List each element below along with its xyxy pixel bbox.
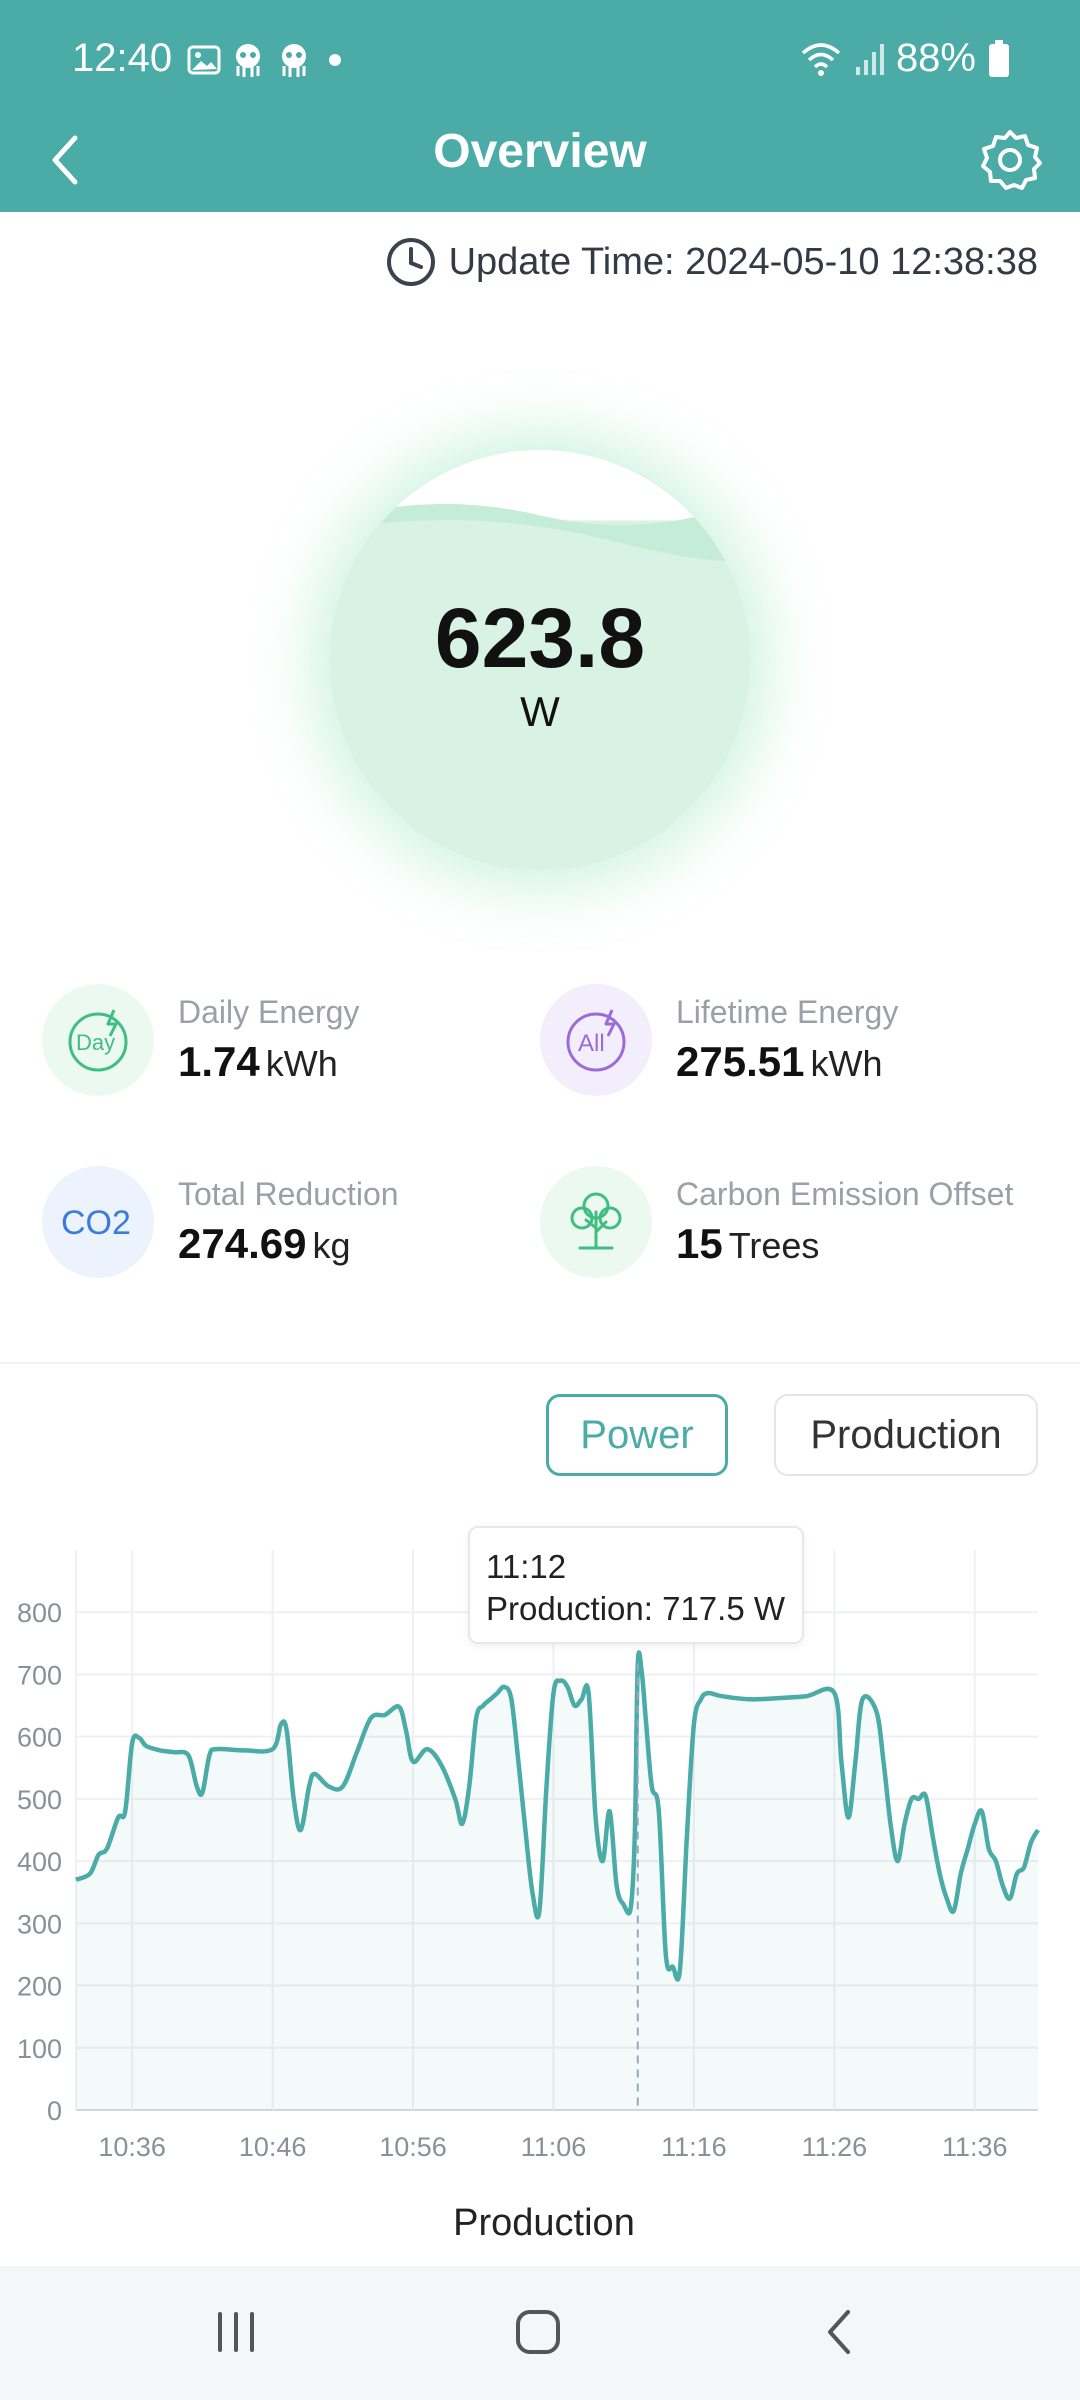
chevron-left-icon xyxy=(52,135,78,185)
tooltip-time: 11:12 xyxy=(486,1548,567,1585)
co2-icon-text: CO2 xyxy=(61,1204,131,1242)
x-tick-label: 11:06 xyxy=(521,2132,587,2162)
stat-label: Lifetime Energy xyxy=(676,994,899,1030)
gauge-wave-front xyxy=(330,519,750,870)
tooltip-value: Production: 717.5 W xyxy=(486,1590,785,1627)
y-tick-label: 300 xyxy=(17,1909,62,1939)
day-icon-text: Day xyxy=(76,1030,115,1055)
stat-value: 1.74 kWh xyxy=(178,1038,338,1086)
back-button[interactable] xyxy=(30,120,100,200)
signal-icon xyxy=(855,43,884,75)
image-notification-icon xyxy=(187,45,221,75)
notification-icons xyxy=(186,38,350,82)
wifi-icon xyxy=(801,42,841,76)
y-tick-label: 800 xyxy=(17,1598,62,1628)
stat-daily-energy: Day Daily Energy 1.74 kWh xyxy=(42,980,542,1100)
tab-production[interactable]: Production xyxy=(774,1394,1038,1476)
all-energy-icon: All xyxy=(540,984,652,1096)
update-time-row: Update Time: 2024-05-10 12:38:38 xyxy=(385,236,1038,288)
clock-icon xyxy=(386,238,435,286)
all-icon-text: All xyxy=(578,1030,605,1057)
series-area xyxy=(76,1652,1038,2110)
home-icon xyxy=(516,2310,560,2354)
x-tick-label: 11:16 xyxy=(661,2132,727,2162)
co2-icon: CO2 xyxy=(42,1166,154,1278)
x-tick-label: 10:56 xyxy=(379,2132,447,2162)
stat-unit: kWh xyxy=(810,1043,883,1084)
stat-unit: Trees xyxy=(728,1225,820,1266)
y-tick-label: 200 xyxy=(17,1972,62,2002)
series-line-production xyxy=(75,1650,1040,1982)
app-notification-icon xyxy=(236,44,260,77)
update-time-text: Update Time: 2024-05-10 12:38:38 xyxy=(448,240,1038,283)
battery-percent: 88% xyxy=(895,36,976,80)
stat-total-reduction: CO2 Total Reduction 274.69 kg xyxy=(42,1162,542,1282)
y-tick-label: 0 xyxy=(47,2096,62,2126)
y-tick-label: 700 xyxy=(17,1660,62,1690)
stat-value: 274.69 kg xyxy=(178,1220,351,1268)
stat-value: 15 Trees xyxy=(676,1220,819,1268)
battery-icon xyxy=(989,39,1009,77)
gauge-wave xyxy=(330,450,750,870)
power-gauge: 623.8 W xyxy=(330,450,750,870)
dot-icon xyxy=(329,54,341,66)
stat-unit: kWh xyxy=(265,1043,338,1084)
y-tick-label: 100 xyxy=(17,2034,62,2064)
stat-lifetime-energy: All Lifetime Energy 275.51 kWh xyxy=(540,980,1040,1100)
tab-power[interactable]: Power xyxy=(546,1394,728,1476)
stat-carbon-offset: Carbon Emission Offset 15 Trees xyxy=(540,1162,1040,1282)
section-divider xyxy=(0,1362,1080,1364)
recents-button[interactable] xyxy=(176,2292,296,2372)
app-header: 12:40 88% Overview xyxy=(0,0,1080,212)
title-bar: Overview xyxy=(0,110,1080,210)
day-energy-icon: Day xyxy=(42,984,154,1096)
home-button[interactable] xyxy=(478,2292,598,2372)
gauge-unit: W xyxy=(520,688,560,735)
system-nav-bar xyxy=(0,2266,1080,2400)
y-tick-label: 600 xyxy=(17,1723,62,1753)
chart-title: Production xyxy=(453,2202,635,2244)
back-nav-button[interactable] xyxy=(780,2292,900,2372)
status-right: 88% xyxy=(800,36,1010,81)
y-tick-label: 500 xyxy=(17,1785,62,1815)
stat-number: 15 xyxy=(676,1220,723,1267)
stat-number: 275.51 xyxy=(676,1038,805,1085)
stat-label: Daily Energy xyxy=(178,994,360,1030)
tree-icon xyxy=(540,1166,652,1278)
settings-button[interactable] xyxy=(970,118,1050,202)
stat-number: 274.69 xyxy=(178,1220,307,1267)
stat-number: 1.74 xyxy=(178,1038,260,1085)
gauge-value: 623.8 xyxy=(434,591,646,685)
recents-icon xyxy=(218,2312,254,2352)
back-icon xyxy=(828,2310,850,2354)
status-bar: 12:40 88% xyxy=(0,0,1080,120)
page-title: Overview xyxy=(433,125,647,178)
stat-value: 275.51 kWh xyxy=(676,1038,882,1086)
stat-label: Total Reduction xyxy=(178,1176,399,1212)
status-time: 12:40 xyxy=(72,36,173,80)
x-tick-label: 11:36 xyxy=(942,2132,1008,2162)
x-tick-label: 10:36 xyxy=(98,2132,166,2162)
app-notification-icon-2 xyxy=(282,44,306,77)
chart-tooltip: 11:12 Production: 717.5 W xyxy=(468,1526,804,1644)
y-tick-label: 400 xyxy=(17,1847,62,1877)
stat-unit: kg xyxy=(312,1225,351,1266)
x-tick-label: 10:46 xyxy=(239,2132,307,2162)
gear-icon xyxy=(981,130,1042,190)
production-chart[interactable]: 0 100 200 300 400 500 600 700 800 10:36 10:46 10:56… xyxy=(0,1500,1080,2170)
stat-label: Carbon Emission Offset xyxy=(676,1176,1014,1212)
x-tick-label: 11:26 xyxy=(802,2132,868,2162)
